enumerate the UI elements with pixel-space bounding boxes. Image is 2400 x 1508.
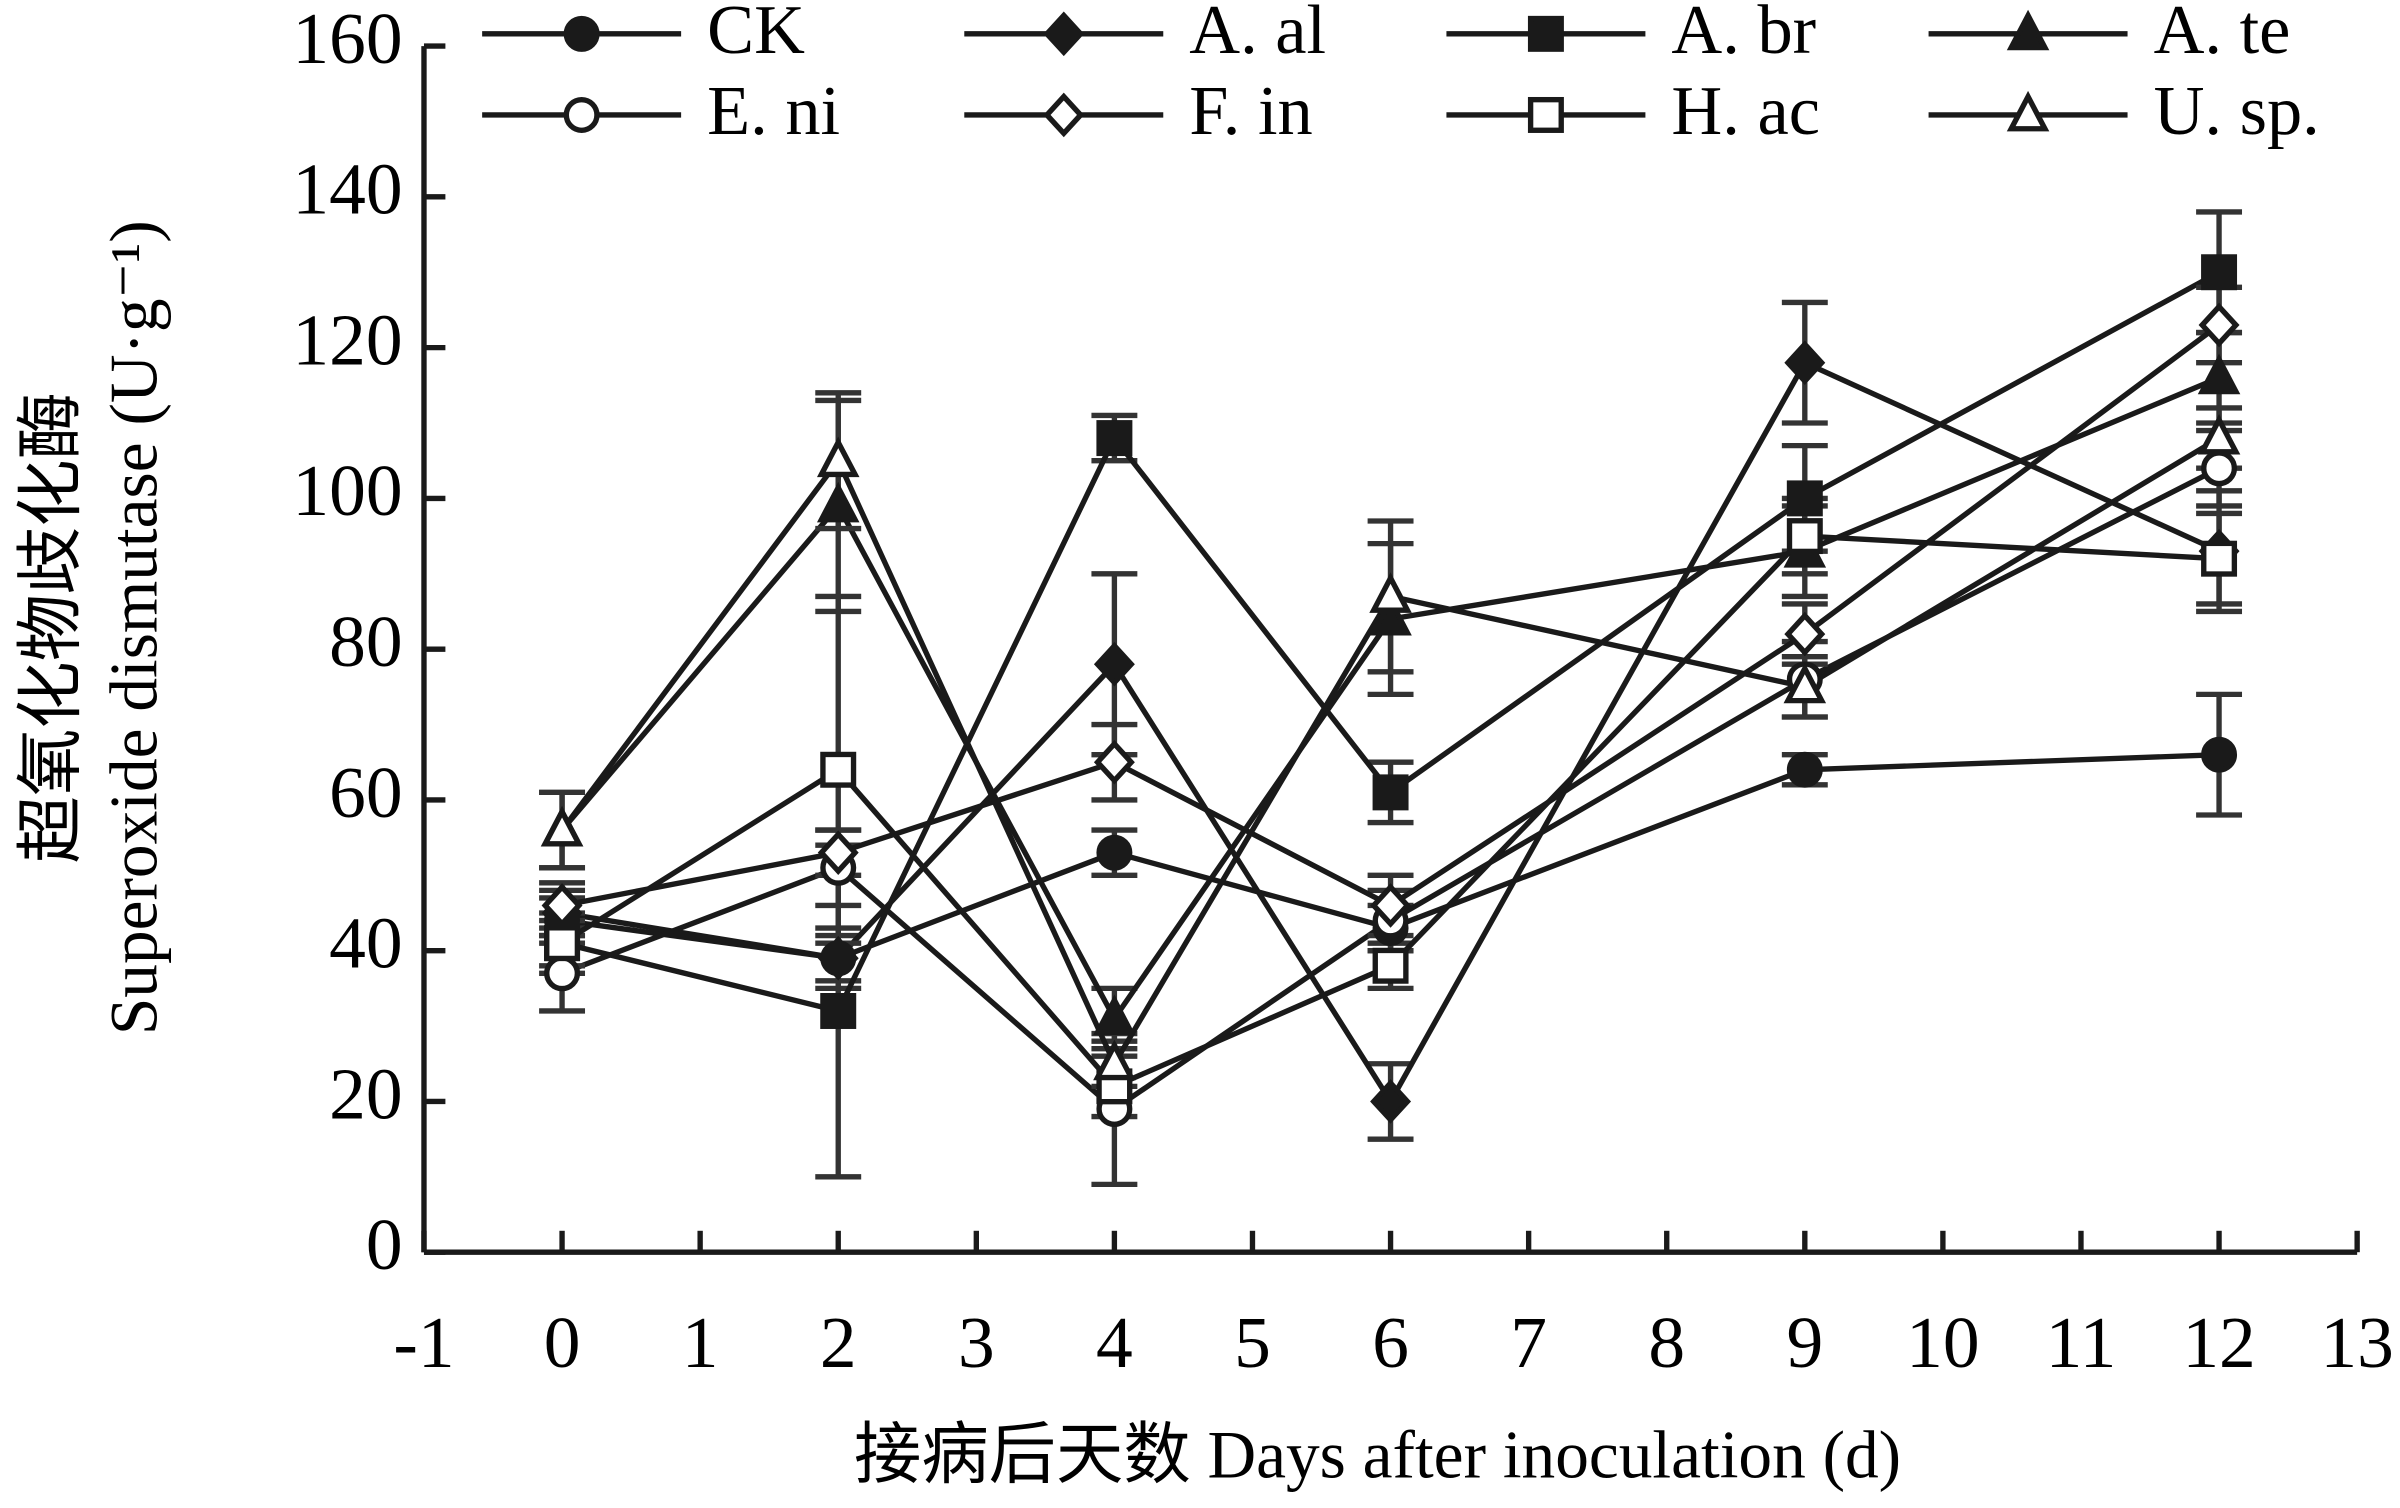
x-tick-label: 1: [682, 1302, 719, 1383]
legend-label: F. in: [1189, 72, 1312, 150]
legend-label: A. br: [1671, 0, 1816, 69]
data-point: [1096, 834, 1133, 871]
x-tick-label: 11: [2046, 1302, 2117, 1383]
data-point: [817, 935, 859, 981]
data-point: [1372, 947, 1409, 984]
data-point: [1372, 774, 1409, 811]
legend-label: E. ni: [707, 72, 840, 150]
data-point: [1784, 611, 1826, 657]
data-point: [2201, 450, 2238, 487]
y-tick-label: 40: [329, 903, 402, 984]
data-point: [540, 805, 584, 847]
x-tick-label: 6: [1372, 1302, 1409, 1383]
legend-marker: [1527, 15, 1564, 52]
data-point: [1093, 1039, 1136, 1081]
y-tick-label: 140: [292, 149, 402, 230]
x-tick-label: 8: [1648, 1302, 1685, 1383]
y-tick-label: 60: [329, 752, 402, 833]
legend-label: CK: [707, 0, 805, 69]
y-tick-label: 120: [292, 299, 402, 380]
y-tick-label: 160: [292, 0, 402, 79]
data-point: [1784, 340, 1826, 386]
data-point: [820, 993, 857, 1029]
data-point: [1370, 1079, 1412, 1124]
series-line: [559, 435, 2221, 1070]
data-point: [2197, 413, 2241, 455]
x-tick-label: 7: [1510, 1302, 1547, 1383]
data-point: [1786, 518, 1823, 555]
data-point: [541, 883, 583, 928]
data-point: [1369, 594, 1412, 636]
series-line: [560, 375, 2221, 1024]
x-tick-label: 4: [1096, 1302, 1133, 1383]
data-point: [816, 481, 860, 523]
legend-marker: [2006, 9, 2050, 51]
data-point: [820, 751, 857, 788]
y-tick-label: 0: [366, 1204, 403, 1285]
legend-label: A. te: [2154, 0, 2291, 69]
data-point: [1783, 662, 1827, 704]
legend-marker: [563, 96, 600, 133]
data-point: [817, 830, 859, 876]
data-point: [1369, 572, 1412, 613]
x-tick-label: 5: [1234, 1302, 1271, 1383]
legend-label: H. ac: [1671, 72, 1820, 150]
x-tick-label: 0: [544, 1302, 581, 1383]
data-point: [2201, 254, 2238, 291]
y-tick-label: 80: [329, 601, 402, 682]
data-point: [1096, 420, 1133, 457]
series-line: [560, 533, 2220, 1090]
x-tick-label: -1: [393, 1302, 454, 1383]
x-tick-label: 13: [2320, 1302, 2393, 1383]
legend-marker: [2006, 90, 2050, 132]
data-point: [544, 925, 581, 962]
data-point: [1786, 480, 1823, 517]
data-point: [1370, 883, 1412, 928]
y-tick-label: 100: [292, 450, 402, 531]
x-tick-label: 9: [1786, 1302, 1823, 1383]
legend-marker: [1527, 96, 1564, 133]
data-point: [1093, 641, 1135, 687]
legend-label: U. sp.: [2154, 72, 2320, 150]
data-point: [2197, 353, 2241, 395]
x-tick-label: 12: [2182, 1302, 2255, 1383]
data-point: [2201, 736, 2238, 773]
series-line: [561, 269, 2221, 1015]
y-axis-label: Superoxide dismutase (U·g⁻¹): [96, 220, 171, 1035]
series-line: [561, 359, 2221, 1107]
data-point: [1786, 751, 1823, 788]
y-axis-label-cn: 超氧化物歧化酶: [14, 392, 89, 863]
x-axis-label: 接病后天数 Days after inoculation (d): [854, 1417, 1901, 1492]
y-tick-label: 20: [329, 1053, 402, 1134]
data-point: [816, 436, 860, 478]
data-point: [2201, 540, 2238, 577]
data-point: [2198, 302, 2240, 348]
data-point: [1093, 739, 1135, 785]
legend-label: A. al: [1189, 0, 1326, 69]
x-tick-label: 3: [958, 1302, 995, 1383]
legend-marker: [1043, 92, 1085, 138]
x-tick-label: 10: [1906, 1302, 1979, 1383]
data-point: [544, 955, 581, 992]
data-point: [1093, 994, 1136, 1035]
legend-marker: [563, 15, 600, 52]
x-tick-label: 2: [820, 1302, 857, 1383]
legend-marker: [1043, 11, 1085, 57]
